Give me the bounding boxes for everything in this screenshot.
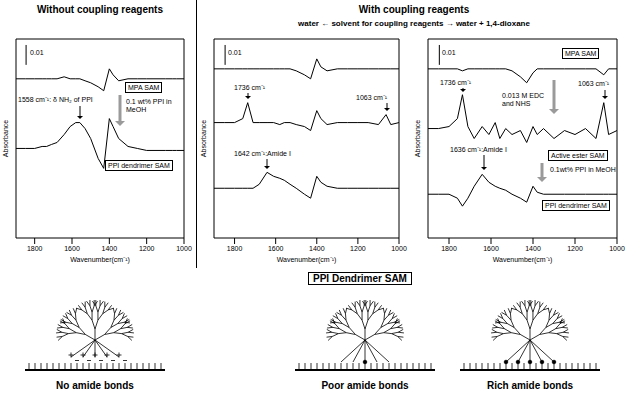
- html-text:0.01: 0.01: [442, 49, 456, 56]
- html-text:Without coupling reagents: Without coupling reagents: [37, 4, 163, 15]
- html-text:1642 cm⁻¹:Amide I: 1642 cm⁻¹:Amide I: [234, 150, 291, 157]
- html-text:Rich amide bonds: Rich amide bonds: [486, 380, 574, 391]
- svg-text:1200: 1200: [139, 245, 155, 252]
- svg-text:Absorbance: Absorbance: [414, 120, 421, 157]
- svg-text:1200: 1200: [567, 245, 583, 252]
- html-text:1558 cm⁻¹: δ NH₂ of PPI: 1558 cm⁻¹: δ NH₂ of PPI: [18, 96, 93, 103]
- svg-text:1600: 1600: [483, 245, 499, 252]
- html-text:0.1 wt% PPI in MeOH: 0.1 wt% PPI in MeOH: [126, 98, 172, 113]
- svg-text:Absorbance: Absorbance: [2, 120, 9, 157]
- svg-text:Absorbance: Absorbance: [200, 120, 207, 157]
- html-text:1063 cm⁻¹: 1063 cm⁻¹: [578, 80, 610, 87]
- html-text:0.013 M EDC and NHS: 0.013 M EDC and NHS: [502, 92, 544, 107]
- html-text:With coupling reagents: With coupling reagents: [358, 4, 470, 15]
- svg-text:1600: 1600: [268, 245, 284, 252]
- html-text:1736 cm⁻¹: 1736 cm⁻¹: [234, 84, 266, 91]
- svg-text:1600: 1600: [64, 245, 80, 252]
- html-text:PPI dendrimer SAM: PPI dendrimer SAM: [545, 202, 607, 209]
- html-text:Poor amide bonds: Poor amide bonds: [321, 380, 409, 391]
- html-text:PPI Dendrimer SAM: PPI Dendrimer SAM: [313, 273, 407, 284]
- svg-text:1200: 1200: [350, 245, 366, 252]
- svg-text:1800: 1800: [227, 245, 243, 252]
- svg-text:1000: 1000: [609, 245, 625, 252]
- svg-text:1400: 1400: [525, 245, 541, 252]
- svg-text:Wavenumber(cm⁻¹): Wavenumber(cm⁻¹): [493, 256, 553, 264]
- html-text:0.01: 0.01: [30, 49, 44, 56]
- html-text:MPA SAM: MPA SAM: [565, 50, 597, 57]
- svg-text:1800: 1800: [27, 245, 43, 252]
- html-text:water ← solvent for coupling r: water ← solvent for coupling reagents → …: [298, 19, 530, 28]
- html-text:0.1wt% PPI in MeOH: 0.1wt% PPI in MeOH: [550, 166, 616, 173]
- svg-text:Wavenumber(cm⁻¹): Wavenumber(cm⁻¹): [70, 256, 130, 264]
- html-text:MPA SAM: MPA SAM: [128, 84, 160, 91]
- svg-text:1400: 1400: [102, 245, 118, 252]
- html-text:1736 cm⁻¹: 1736 cm⁻¹: [440, 79, 472, 86]
- html-text:Active ester SAM: Active ester SAM: [551, 152, 605, 159]
- svg-text:1400: 1400: [309, 245, 325, 252]
- html-text:1636 cm⁻¹:Amide I: 1636 cm⁻¹:Amide I: [450, 146, 507, 153]
- html-text:1063 cm⁻¹: 1063 cm⁻¹: [356, 94, 388, 101]
- svg-text:1800: 1800: [441, 245, 457, 252]
- svg-text:1000: 1000: [176, 245, 192, 252]
- svg-text:1000: 1000: [391, 245, 407, 252]
- html-text:0.01: 0.01: [228, 49, 242, 56]
- html-text:PPI dendrimer SAM: PPI dendrimer SAM: [108, 162, 170, 169]
- html-text:No amide bonds: No amide bonds: [56, 380, 134, 391]
- svg-text:Wavenumber(cm⁻¹): Wavenumber(cm⁻¹): [277, 256, 337, 264]
